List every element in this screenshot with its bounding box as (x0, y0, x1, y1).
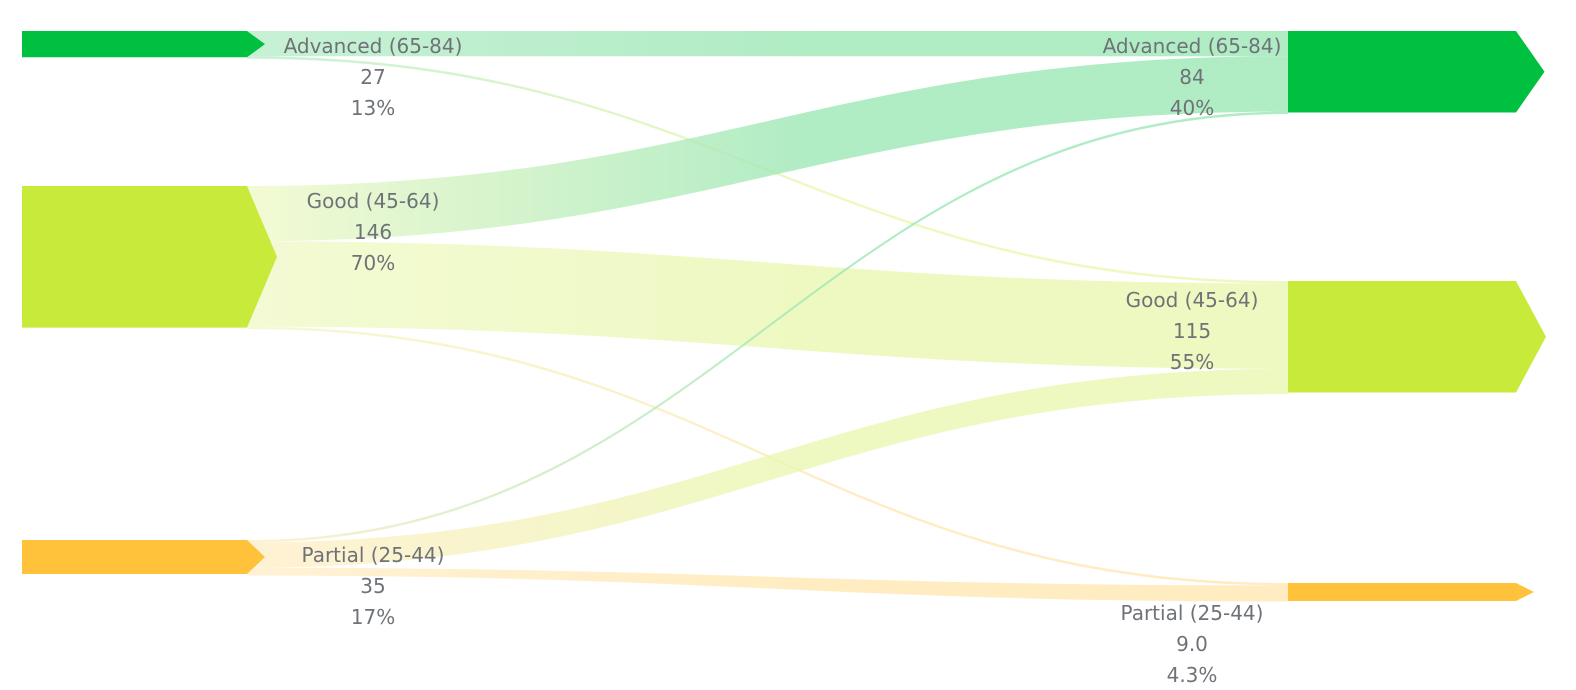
node-label-src-good: Good (45-64) (307, 189, 440, 213)
node-value-dst-partial: 9.0 (1176, 632, 1208, 656)
node-value-src-good: 146 (354, 220, 392, 244)
node-src-good[interactable] (22, 186, 277, 328)
link-src-good-to-dst-advanced[interactable] (247, 56, 1288, 242)
node-value-dst-good: 115 (1173, 319, 1211, 343)
link-src-partial-to-dst-advanced[interactable] (247, 111, 1288, 543)
link-src-partial-to-dst-good[interactable] (247, 368, 1288, 568)
node-value-src-partial: 35 (360, 574, 385, 598)
node-dst-good[interactable] (1288, 281, 1546, 393)
node-percent-dst-advanced: 40% (1170, 96, 1214, 120)
link-src-partial-to-dst-partial[interactable] (247, 567, 1288, 602)
node-dst-advanced[interactable] (1288, 31, 1545, 113)
link-src-good-to-dst-good[interactable] (247, 241, 1288, 369)
node-dst-partial[interactable] (1288, 583, 1534, 601)
node-percent-dst-good: 55% (1170, 350, 1214, 374)
node-label-dst-partial: Partial (25-44) (1121, 601, 1264, 625)
labels-layer: Advanced (65-84) 27 13% Good (45-64) 146 70% P… (284, 34, 1282, 687)
node-label-src-partial: Partial (25-44) (302, 543, 445, 567)
links-layer (247, 31, 1288, 602)
node-label-dst-advanced: Advanced (65-84) (1103, 34, 1282, 58)
node-percent-dst-partial: 4.3% (1167, 663, 1218, 687)
node-src-partial[interactable] (22, 540, 265, 574)
node-label-src-advanced: Advanced (65-84) (284, 34, 463, 58)
node-percent-src-advanced: 13% (351, 96, 395, 120)
link-src-advanced-to-dst-advanced[interactable] (247, 31, 1288, 57)
node-percent-src-partial: 17% (351, 605, 395, 629)
node-value-src-advanced: 27 (360, 65, 385, 89)
node-label-dst-good: Good (45-64) (1126, 288, 1259, 312)
node-percent-src-good: 70% (351, 251, 395, 275)
node-value-dst-advanced: 84 (1179, 65, 1204, 89)
node-src-advanced[interactable] (22, 31, 265, 58)
nodes-layer (22, 31, 1546, 601)
